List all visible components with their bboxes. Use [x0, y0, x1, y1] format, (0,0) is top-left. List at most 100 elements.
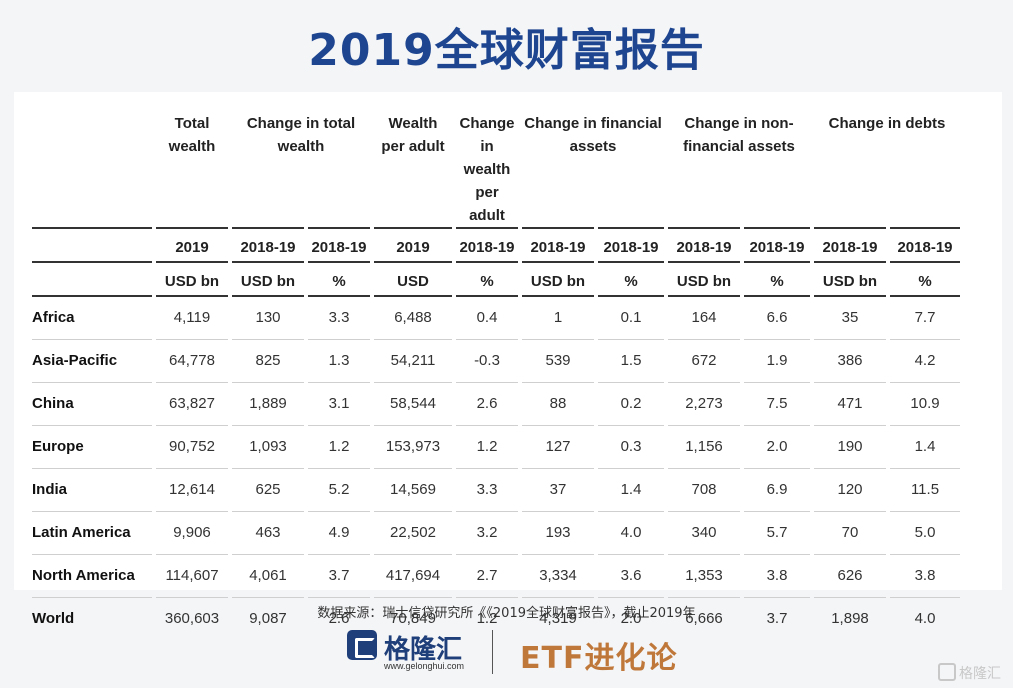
gelonghui-logo-icon — [347, 630, 377, 660]
value-cell: 3.7 — [766, 610, 788, 627]
value-cell: 2.6 — [456, 383, 518, 426]
value-cell: 463 — [232, 512, 304, 555]
value-cell: 54,211 — [374, 340, 452, 383]
unit-cell: USD bn — [668, 261, 740, 297]
header-region — [32, 106, 152, 227]
page-title: 2019全球财富报告 — [308, 25, 705, 76]
region-cell: Latin America — [32, 512, 152, 555]
value-cell: 5.7 — [744, 512, 810, 555]
value-cell: 1.2 — [456, 426, 518, 469]
value-cell: 6.9 — [744, 469, 810, 512]
value-cell: 340 — [668, 512, 740, 555]
value-cell: 1,898 — [831, 610, 869, 627]
unit-cell: USD — [374, 261, 452, 297]
value-cell: 1,889 — [232, 383, 304, 426]
table-row: Asia-Pacific 64,778 825 1.3 54,211 -0.3 539 1.5… — [32, 340, 960, 383]
value-cell: 114,607 — [156, 555, 228, 598]
value-cell: 360,603 — [164, 610, 220, 627]
value-cell: 3.1 — [308, 383, 370, 426]
value-cell: 672 — [668, 340, 740, 383]
header-line: per adult — [469, 184, 505, 224]
table-row: India 12,614 625 5.2 14,569 3.3 37 1.4 708 6.9 120… — [32, 469, 960, 512]
value-cell: 4,319 — [539, 610, 577, 627]
report-panel — [14, 92, 1002, 590]
brand-gelonghui: 格隆汇 — [384, 635, 463, 665]
value-cell: 14,569 — [374, 469, 452, 512]
region-cell: India — [32, 469, 152, 512]
value-cell: 1.3 — [308, 340, 370, 383]
value-cell: 3.3 — [456, 469, 518, 512]
value-cell: 386 — [814, 340, 886, 383]
unit-cell: USD bn — [814, 261, 886, 297]
value-cell: 5.2 — [308, 469, 370, 512]
value-cell: 127 — [522, 426, 594, 469]
year-cell: 2018-19 — [308, 227, 370, 261]
unit-cell: % — [598, 261, 664, 297]
value-cell: 1.4 — [598, 469, 664, 512]
table-row: Europe 90,752 1,093 1.2 153,973 1.2 127 0.3 1,15… — [32, 426, 960, 469]
year-row-blank — [32, 227, 152, 261]
header-line: financial assets — [683, 138, 795, 155]
value-cell: 2.0 — [744, 426, 810, 469]
table-row: World 360,603 9,087 2.6 70,849 1.2 4,319 2.0 6,6… — [32, 598, 960, 640]
value-cell: 1,353 — [668, 555, 740, 598]
footer-divider — [492, 630, 493, 674]
value-cell: 1.9 — [744, 340, 810, 383]
header-wealth-per-adult: Wealth per adult — [374, 106, 452, 227]
header-change-financial-assets: Change in financial assets — [522, 106, 664, 227]
region-cell: Asia-Pacific — [32, 340, 152, 383]
value-cell: 9,087 — [249, 610, 287, 627]
header-change-debts: Change in debts — [814, 106, 960, 227]
value-cell: 3.6 — [598, 555, 664, 598]
value-cell: 3.2 — [456, 512, 518, 555]
value-cell: 6,488 — [374, 297, 452, 340]
value-cell: 12,614 — [156, 469, 228, 512]
header-line: wealth — [168, 138, 216, 155]
value-cell: 4.0 — [914, 610, 936, 627]
watermark-text: 格隆汇 — [959, 666, 1001, 682]
value-cell: 7.5 — [744, 383, 810, 426]
year-row: 2019 2018-19 2018-19 2019 2018-19 2018-19 2018… — [32, 227, 960, 261]
value-cell: 190 — [814, 426, 886, 469]
region-cell: China — [32, 383, 152, 426]
value-cell: 625 — [232, 469, 304, 512]
value-cell: 539 — [522, 340, 594, 383]
source-note: 数据来源：瑞士信贷研究所《《2019全球财富报告》，截止2019年 — [317, 606, 696, 621]
value-cell: 10.9 — [890, 383, 960, 426]
region-cell: Europe — [32, 426, 152, 469]
year-cell: 2018-19 — [456, 227, 518, 261]
value-cell: 1,156 — [668, 426, 740, 469]
value-cell: 1 — [522, 297, 594, 340]
value-cell: 0.1 — [598, 297, 664, 340]
value-cell: 825 — [232, 340, 304, 383]
value-cell: 0.3 — [598, 426, 664, 469]
value-cell: 6.6 — [744, 297, 810, 340]
header-line: Change — [459, 115, 515, 132]
value-cell: 70,849 — [390, 610, 436, 627]
header-line: per adult — [381, 138, 445, 155]
year-cell: 2018-19 — [814, 227, 886, 261]
value-cell: 153,973 — [374, 426, 452, 469]
value-cell: 1.2 — [476, 610, 498, 627]
table-row: Latin America 9,906 463 4.9 22,502 3.2 193 4.0 3… — [32, 512, 960, 555]
value-cell: 164 — [668, 297, 740, 340]
header-total-wealth: Total wealth — [156, 106, 228, 227]
header-line: Total — [174, 115, 210, 132]
header-line: Wealth — [388, 115, 438, 132]
unit-cell: % — [744, 261, 810, 297]
region-cell: World — [32, 610, 75, 627]
value-cell: 1.5 — [598, 340, 664, 383]
watermark-logo-icon — [938, 663, 956, 681]
header-line: in wealth — [463, 138, 511, 178]
value-cell: 35 — [814, 297, 886, 340]
value-cell: 4.0 — [598, 512, 664, 555]
value-cell: 471 — [814, 383, 886, 426]
year-cell: 2019 — [374, 227, 452, 261]
year-cell: 2018-19 — [744, 227, 810, 261]
value-cell: 2.0 — [620, 610, 642, 627]
value-cell: 2.6 — [328, 610, 350, 627]
value-cell: -0.3 — [456, 340, 518, 383]
value-cell: 3.3 — [308, 297, 370, 340]
header-change-wealth-per-adult: Change in wealth per adult — [456, 106, 518, 227]
unit-cell: % — [308, 261, 370, 297]
